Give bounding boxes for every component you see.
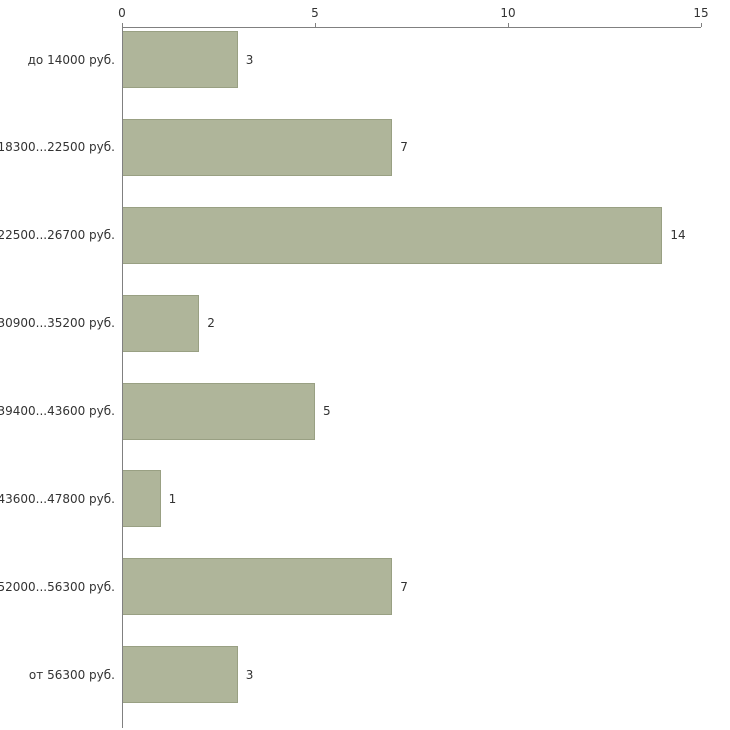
chart-row: 43600...47800 руб. 1	[0, 466, 730, 554]
chart-row: 18300...22500 руб. 7	[0, 115, 730, 203]
x-tick-label: 5	[311, 6, 319, 20]
bar	[122, 31, 238, 88]
y-axis-line	[122, 27, 123, 728]
category-label: 52000...56300 руб.	[0, 579, 115, 594]
bar-line: 22500...26700 руб. 14	[0, 206, 730, 264]
x-tick-label: 0	[118, 6, 126, 20]
bar-track: 2	[122, 294, 701, 352]
category-label: 22500...26700 руб.	[0, 228, 115, 243]
category-label: 39400...43600 руб.	[0, 404, 115, 418]
chart-row: до 14000 руб. 3	[0, 27, 730, 115]
value-label: 7	[400, 140, 408, 155]
bar	[122, 646, 238, 704]
bar-line: 18300...22500 руб. 7	[0, 118, 730, 176]
value-label: 14	[670, 228, 686, 243]
value-label: 1	[168, 491, 177, 506]
chart-row: 22500...26700 руб. 14	[0, 203, 730, 291]
chart-rows: до 14000 руб. 3 18300...22500 руб. 7 22500..…	[0, 27, 730, 730]
bar-track: 5	[122, 382, 701, 440]
bar	[122, 470, 161, 528]
value-label: 2	[207, 316, 215, 331]
bar-line: 52000...56300 руб. 7	[0, 558, 730, 616]
x-tick-mark	[508, 23, 509, 27]
bar-track: 7	[122, 118, 701, 176]
bar	[122, 118, 393, 176]
value-label: 5	[323, 404, 331, 418]
value-label: 3	[245, 667, 254, 682]
value-label: 3	[245, 52, 254, 67]
value-label: 7	[400, 579, 408, 594]
x-tick-mark	[122, 23, 123, 27]
category-label: от 56300 руб.	[28, 667, 115, 682]
bar-track: 3	[122, 31, 701, 88]
x-tick-mark	[315, 23, 316, 27]
bar-track: 7	[122, 558, 701, 616]
bar	[122, 382, 315, 440]
category-label: 30900...35200 руб.	[0, 316, 115, 331]
chart-row: 39400...43600 руб. 5	[0, 379, 730, 467]
category-label: 18300...22500 руб.	[0, 140, 115, 155]
x-tick-label: 15	[693, 6, 709, 20]
chart-row: 30900...35200 руб. 2	[0, 291, 730, 379]
category-label: до 14000 руб.	[27, 52, 115, 67]
bar	[122, 206, 663, 264]
x-tick-label: 10	[500, 6, 516, 20]
bar-line: 43600...47800 руб. 1	[0, 470, 730, 528]
bar-line: до 14000 руб. 3	[0, 31, 730, 88]
chart-row: от 56300 руб. 3	[0, 642, 730, 730]
bar	[122, 558, 393, 616]
category-label: 43600...47800 руб.	[0, 491, 115, 506]
chart-row: 52000...56300 руб. 7	[0, 554, 730, 642]
bar	[122, 294, 200, 352]
x-axis: 0 5 10 15	[118, 0, 709, 28]
bar-line: от 56300 руб. 3	[0, 646, 730, 704]
bar-track: 1	[122, 470, 701, 528]
bar-line: 30900...35200 руб. 2	[0, 294, 730, 352]
bar-line: 39400...43600 руб. 5	[0, 382, 730, 440]
x-tick-mark	[701, 23, 702, 27]
bar-track: 3	[122, 646, 701, 704]
bar-track: 14	[122, 206, 701, 264]
